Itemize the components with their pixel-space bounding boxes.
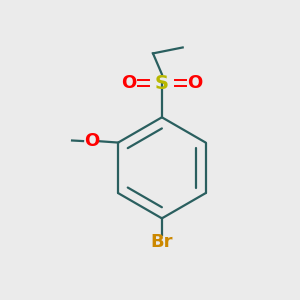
Text: Br: Br [151,233,173,251]
Text: O: O [84,132,99,150]
Text: S: S [155,74,169,93]
Text: O: O [122,74,137,92]
Text: O: O [187,74,202,92]
